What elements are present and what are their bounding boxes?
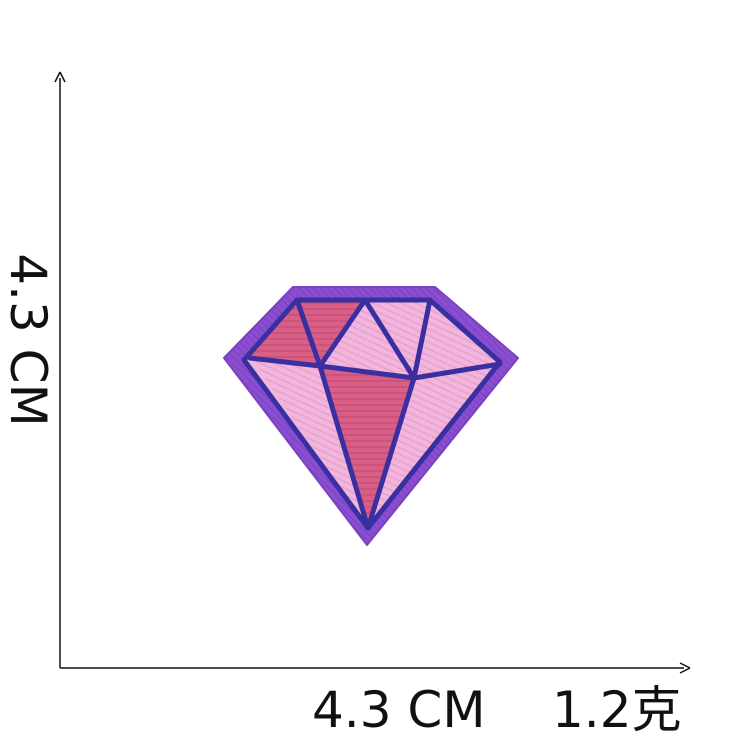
width-label: 4.3 CM: [312, 681, 486, 739]
diamond-icon: [223, 286, 519, 546]
height-label: 4.3 CM: [0, 253, 57, 427]
width-axis-arrow: [679, 662, 691, 674]
height-axis-arrow: [54, 71, 66, 83]
weight-label: 1.2克: [552, 681, 682, 739]
